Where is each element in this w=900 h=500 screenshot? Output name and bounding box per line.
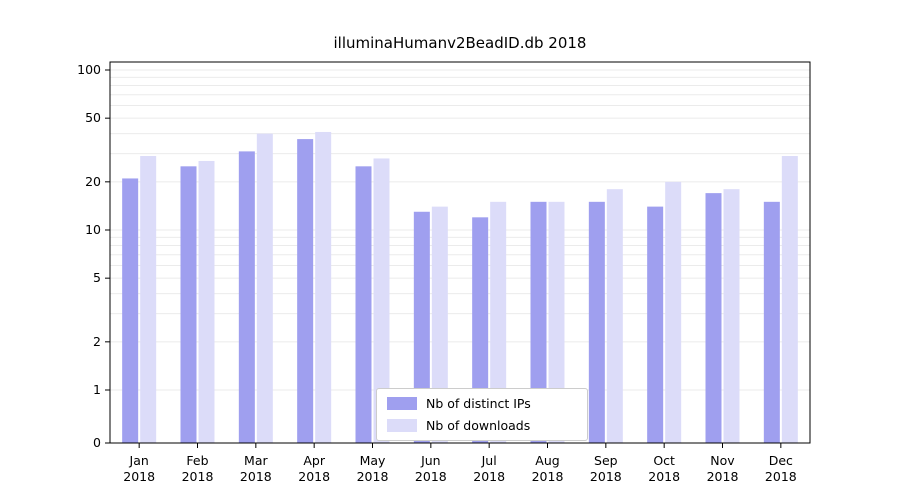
legend-swatch-distinct-ips bbox=[387, 397, 417, 410]
bar-distinct-ips-feb bbox=[180, 166, 197, 444]
y-tick-label: 10 bbox=[85, 222, 101, 237]
y-tick-label: 100 bbox=[77, 62, 101, 77]
bar-distinct-ips-aug bbox=[530, 201, 547, 443]
bar-downloads-aug bbox=[548, 201, 565, 443]
x-tick-label-year: 2018 bbox=[357, 469, 389, 484]
plot-frame bbox=[109, 61, 811, 444]
bar-distinct-ips-jul bbox=[472, 217, 489, 443]
bar-distinct-ips-dec bbox=[763, 201, 780, 443]
x-tick-label-year: 2018 bbox=[473, 469, 505, 484]
x-tick-label-month: Aug bbox=[535, 453, 559, 468]
legend-swatch-downloads bbox=[387, 419, 417, 432]
bar-downloads-mar bbox=[256, 133, 273, 443]
y-tick-label: 2 bbox=[93, 334, 101, 349]
x-tick-label-month: Sep bbox=[594, 453, 618, 468]
x-tick-label-year: 2018 bbox=[707, 469, 739, 484]
legend: Nb of distinct IPs Nb of downloads bbox=[376, 388, 588, 441]
bar-distinct-ips-apr bbox=[297, 139, 314, 444]
x-tick-label-year: 2018 bbox=[590, 469, 622, 484]
x-tick-label-month: Jul bbox=[481, 453, 497, 468]
x-tick-label-year: 2018 bbox=[532, 469, 564, 484]
x-tick-label-month: Nov bbox=[710, 453, 735, 468]
x-tick-label-year: 2018 bbox=[648, 469, 680, 484]
bar-downloads-apr bbox=[315, 131, 332, 443]
bar-distinct-ips-jan bbox=[122, 178, 139, 443]
x-tick-label-month: Jun bbox=[420, 453, 441, 468]
legend-item-distinct-ips: Nb of distinct IPs bbox=[387, 396, 577, 411]
bar-downloads-jan bbox=[140, 156, 157, 443]
x-tick-label-year: 2018 bbox=[123, 469, 155, 484]
x-tick-label-year: 2018 bbox=[415, 469, 447, 484]
y-tick-label: 1 bbox=[93, 382, 101, 397]
bar-downloads-feb bbox=[198, 160, 215, 443]
bar-downloads-oct bbox=[665, 181, 682, 443]
y-tick-label: 20 bbox=[85, 174, 101, 189]
y-tick-label: 0 bbox=[93, 435, 101, 450]
x-tick-label-month: Mar bbox=[244, 453, 268, 468]
x-tick-label-year: 2018 bbox=[298, 469, 330, 484]
bar-distinct-ips-may bbox=[355, 166, 372, 444]
legend-label-downloads: Nb of downloads bbox=[426, 418, 531, 433]
x-tick-label-month: Feb bbox=[186, 453, 208, 468]
legend-label-distinct-ips: Nb of distinct IPs bbox=[426, 396, 531, 411]
bar-downloads-may bbox=[373, 158, 390, 443]
y-tick-label: 50 bbox=[85, 110, 101, 125]
x-tick-label-month: May bbox=[360, 453, 386, 468]
bar-downloads-sep bbox=[606, 189, 623, 443]
bar-downloads-dec bbox=[781, 156, 798, 443]
bar-distinct-ips-sep bbox=[588, 201, 605, 443]
bar-distinct-ips-oct bbox=[647, 206, 664, 443]
x-tick-label-month: Apr bbox=[303, 453, 325, 468]
bar-distinct-ips-jun bbox=[413, 211, 430, 443]
chart-title: illuminaHumanv2BeadID.db 2018 bbox=[333, 34, 587, 52]
x-tick-label-year: 2018 bbox=[182, 469, 214, 484]
bar-downloads-jun bbox=[431, 206, 448, 443]
x-tick-label-year: 2018 bbox=[765, 469, 797, 484]
x-tick-label-year: 2018 bbox=[240, 469, 272, 484]
bar-distinct-ips-mar bbox=[238, 151, 255, 443]
bar-distinct-ips-nov bbox=[705, 193, 722, 443]
legend-item-downloads: Nb of downloads bbox=[387, 418, 577, 433]
y-tick-label: 5 bbox=[93, 270, 101, 285]
bar-downloads-nov bbox=[723, 189, 740, 443]
bar-downloads-jul bbox=[490, 201, 507, 443]
x-tick-label-month: Jan bbox=[129, 453, 149, 468]
x-tick-label-month: Dec bbox=[769, 453, 793, 468]
x-tick-label-month: Oct bbox=[653, 453, 675, 468]
